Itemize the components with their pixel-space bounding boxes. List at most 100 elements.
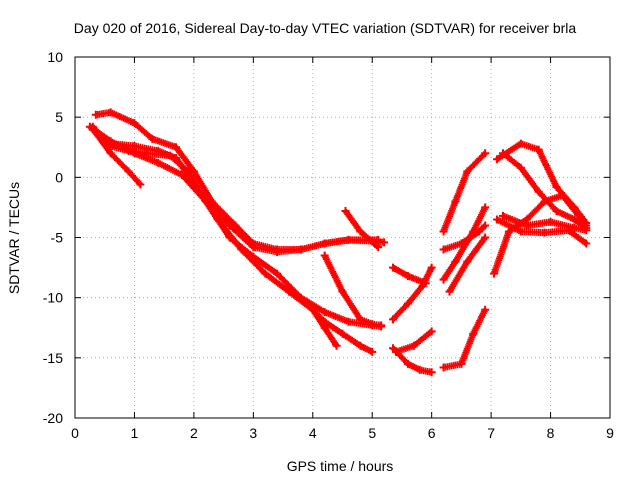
data-point <box>493 215 502 224</box>
data-point <box>88 125 97 134</box>
data-point <box>516 163 525 172</box>
series-markers <box>303 300 376 356</box>
data-point <box>499 149 507 158</box>
data-point <box>427 327 436 336</box>
data-point <box>344 317 353 326</box>
data-point <box>172 143 181 152</box>
series-20 <box>493 139 591 228</box>
data-point <box>427 263 436 272</box>
data-point <box>516 227 525 236</box>
data-point <box>546 217 555 226</box>
y-axis-label: SDTVAR / TECUs <box>6 182 22 294</box>
data-point <box>296 245 305 254</box>
series-16 <box>439 305 490 372</box>
data-point <box>499 211 507 220</box>
data-point <box>570 203 579 212</box>
data-point <box>320 251 329 260</box>
axis-ticks: 0 1 2 3 4 5 6 7 8 9 -20 -15 -10 -5 0 5 10 <box>43 49 614 441</box>
data-point <box>439 363 448 372</box>
series-5 <box>88 125 145 189</box>
data-point <box>389 315 398 324</box>
series-10 <box>389 263 430 288</box>
data-point <box>481 305 490 314</box>
data-point <box>534 145 543 154</box>
data-point <box>582 226 591 235</box>
x-tick-label: 2 <box>190 425 198 441</box>
series-12 <box>392 327 436 356</box>
data-point <box>427 368 436 377</box>
data-point <box>451 257 460 266</box>
data-point <box>356 315 365 324</box>
series-6 <box>341 207 383 252</box>
data-point <box>130 119 139 128</box>
y-tick-label: 10 <box>47 49 63 65</box>
y-tick-label: -15 <box>43 350 63 366</box>
data-point <box>457 239 466 248</box>
data-point <box>189 167 198 176</box>
data-point <box>490 269 499 278</box>
data-point <box>166 151 175 160</box>
data-point <box>320 308 329 317</box>
data-point <box>91 110 100 119</box>
series-markers <box>440 306 489 371</box>
y-tick-label: -20 <box>43 410 63 426</box>
data-point <box>445 287 454 296</box>
series-8 <box>302 299 377 356</box>
data-point <box>225 233 234 242</box>
data-point <box>368 347 377 356</box>
y-tick-label: -5 <box>51 230 64 246</box>
data-point <box>481 203 490 212</box>
series-2 <box>88 125 341 350</box>
data-point <box>475 227 484 236</box>
data-point <box>249 239 258 248</box>
series-markers <box>342 207 382 251</box>
series-19 <box>493 215 591 248</box>
series-4 <box>91 108 389 254</box>
series-22 <box>499 211 591 235</box>
data-point <box>439 227 448 236</box>
data-point <box>338 287 347 296</box>
y-tick-label: -10 <box>43 290 63 306</box>
data-point <box>552 182 561 191</box>
data-point <box>439 275 448 284</box>
x-tick-label: 5 <box>368 425 376 441</box>
data-point <box>415 365 424 374</box>
data-point <box>522 221 531 230</box>
data-point <box>273 245 282 254</box>
data-point <box>106 108 115 117</box>
data-point <box>302 299 311 308</box>
data-point <box>124 146 133 155</box>
data-point <box>389 263 398 272</box>
data-point <box>136 180 145 189</box>
data-point <box>320 317 329 326</box>
data-point <box>504 227 513 236</box>
data-point <box>341 207 350 216</box>
data-point <box>409 341 418 350</box>
data-point <box>481 233 490 242</box>
data-point <box>380 238 389 247</box>
data-point <box>516 139 525 148</box>
data-point <box>570 215 579 224</box>
data-point <box>481 221 490 230</box>
y-tick-label: 0 <box>55 169 63 185</box>
data-point <box>368 320 377 329</box>
data-point <box>273 269 282 278</box>
series-7 <box>320 251 386 330</box>
data-point <box>439 245 448 254</box>
data-point <box>374 243 383 252</box>
x-tick-label: 3 <box>249 425 257 441</box>
x-tick-label: 9 <box>606 425 614 441</box>
data-point <box>451 197 460 206</box>
data-point <box>320 239 329 248</box>
data-point <box>463 257 472 266</box>
series-layer <box>85 108 591 377</box>
data-point <box>457 359 466 368</box>
series-markers <box>89 125 341 350</box>
x-tick-label: 1 <box>131 425 139 441</box>
data-point <box>540 228 549 237</box>
series-17 <box>445 233 490 296</box>
x-axis-label: GPS time / hours <box>287 458 394 474</box>
series-15 <box>439 221 490 254</box>
data-point <box>124 167 133 176</box>
